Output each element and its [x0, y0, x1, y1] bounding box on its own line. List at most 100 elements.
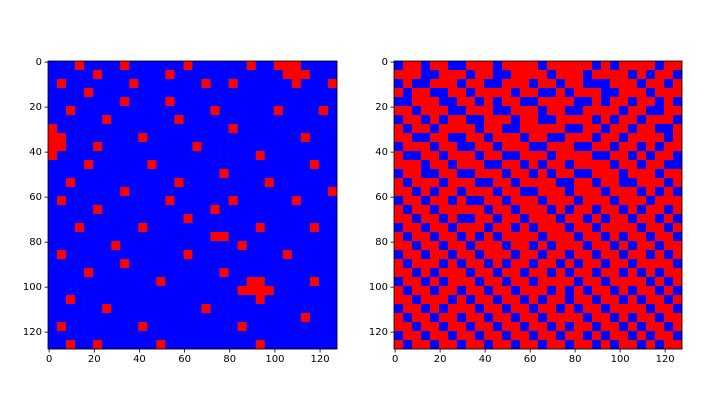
cell — [273, 295, 284, 305]
cell — [237, 313, 247, 323]
cell — [394, 331, 404, 341]
cell — [628, 205, 638, 215]
cell — [601, 313, 611, 323]
cell — [264, 61, 275, 71]
cell — [57, 304, 67, 314]
cell — [430, 223, 440, 233]
cell — [48, 61, 58, 71]
cell — [48, 70, 58, 80]
cell — [430, 133, 440, 143]
cell — [300, 340, 311, 350]
cell — [57, 133, 67, 143]
cell — [610, 286, 620, 296]
cell — [129, 277, 139, 287]
cell — [291, 97, 302, 107]
cell — [439, 331, 449, 341]
cell — [493, 277, 503, 287]
x-tick-label: 40 — [133, 354, 146, 365]
cell — [592, 223, 602, 233]
cell — [192, 286, 202, 296]
cell — [628, 133, 638, 143]
cell — [264, 151, 275, 161]
cell — [138, 88, 148, 98]
cell — [511, 160, 521, 170]
cell — [673, 169, 683, 179]
cell — [628, 142, 638, 152]
cell — [520, 187, 530, 197]
cell — [646, 268, 656, 278]
cell — [583, 214, 593, 224]
cell — [84, 133, 94, 143]
cell — [111, 313, 121, 323]
cell — [592, 268, 602, 278]
cell — [66, 142, 76, 152]
cell — [210, 241, 220, 251]
cell — [237, 241, 247, 251]
x-tick-label: 80 — [223, 354, 236, 365]
cell — [264, 340, 275, 350]
cell — [228, 187, 238, 197]
cell — [466, 205, 476, 215]
cell — [291, 268, 302, 278]
cell — [412, 70, 422, 80]
cell — [102, 88, 112, 98]
cell — [309, 205, 320, 215]
cell — [75, 151, 85, 161]
cell — [291, 106, 302, 116]
cell — [565, 61, 575, 71]
cell — [610, 160, 620, 170]
cell — [673, 79, 683, 89]
cell — [156, 169, 166, 179]
cell — [318, 205, 329, 215]
cell — [273, 259, 284, 269]
cell — [574, 286, 584, 296]
cell — [520, 97, 530, 107]
cell — [255, 133, 266, 143]
cell — [183, 277, 193, 287]
cell — [273, 241, 284, 251]
cell — [601, 70, 611, 80]
cell — [502, 115, 512, 125]
cell — [237, 61, 247, 71]
cell — [601, 250, 611, 260]
cell — [547, 259, 557, 269]
cell — [48, 205, 58, 215]
cell — [273, 124, 284, 134]
cell — [412, 187, 422, 197]
cell — [646, 277, 656, 287]
cell — [646, 160, 656, 170]
cell — [246, 205, 257, 215]
cell — [601, 268, 611, 278]
cell — [619, 61, 629, 71]
cell — [192, 115, 202, 125]
cell — [592, 124, 602, 134]
cell — [327, 214, 338, 224]
cell — [300, 97, 311, 107]
cell — [565, 241, 575, 251]
cell — [493, 70, 503, 80]
cell — [120, 286, 130, 296]
cell — [75, 70, 85, 80]
cell — [457, 133, 467, 143]
cell — [219, 241, 229, 251]
cell — [183, 97, 193, 107]
cell — [93, 241, 103, 251]
cell — [300, 250, 311, 260]
cell — [439, 70, 449, 80]
cell — [637, 115, 647, 125]
cell — [75, 232, 85, 242]
cell — [556, 106, 566, 116]
cell — [246, 61, 257, 71]
cell — [264, 232, 275, 242]
cell — [102, 61, 112, 71]
cell — [439, 223, 449, 233]
cell — [174, 241, 184, 251]
cell — [201, 241, 211, 251]
cell — [475, 70, 485, 80]
cell — [421, 205, 431, 215]
cell — [466, 196, 476, 206]
cell — [291, 232, 302, 242]
cell — [403, 97, 413, 107]
cell — [138, 205, 148, 215]
cell — [538, 214, 548, 224]
